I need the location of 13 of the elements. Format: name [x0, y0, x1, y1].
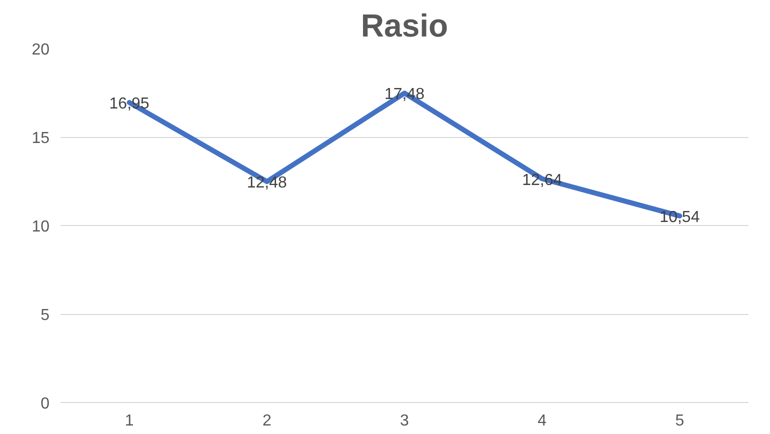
x-tick-label: 3: [400, 412, 410, 430]
x-tick-label: 5: [675, 412, 684, 430]
chart-title: Rasio: [360, 8, 448, 44]
y-tick-label: 10: [32, 218, 50, 236]
y-tick-label: 15: [32, 130, 50, 147]
y-tick-label: 5: [40, 307, 50, 324]
data-label: 12,48: [246, 174, 288, 192]
x-tick-label: 4: [538, 412, 547, 430]
y-tick-label: 20: [32, 42, 50, 58]
x-tick-label: 1: [124, 412, 134, 430]
y-tick-label: 0: [40, 396, 50, 412]
data-label: 10,54: [660, 208, 700, 226]
x-tick-label: 2: [262, 412, 272, 430]
